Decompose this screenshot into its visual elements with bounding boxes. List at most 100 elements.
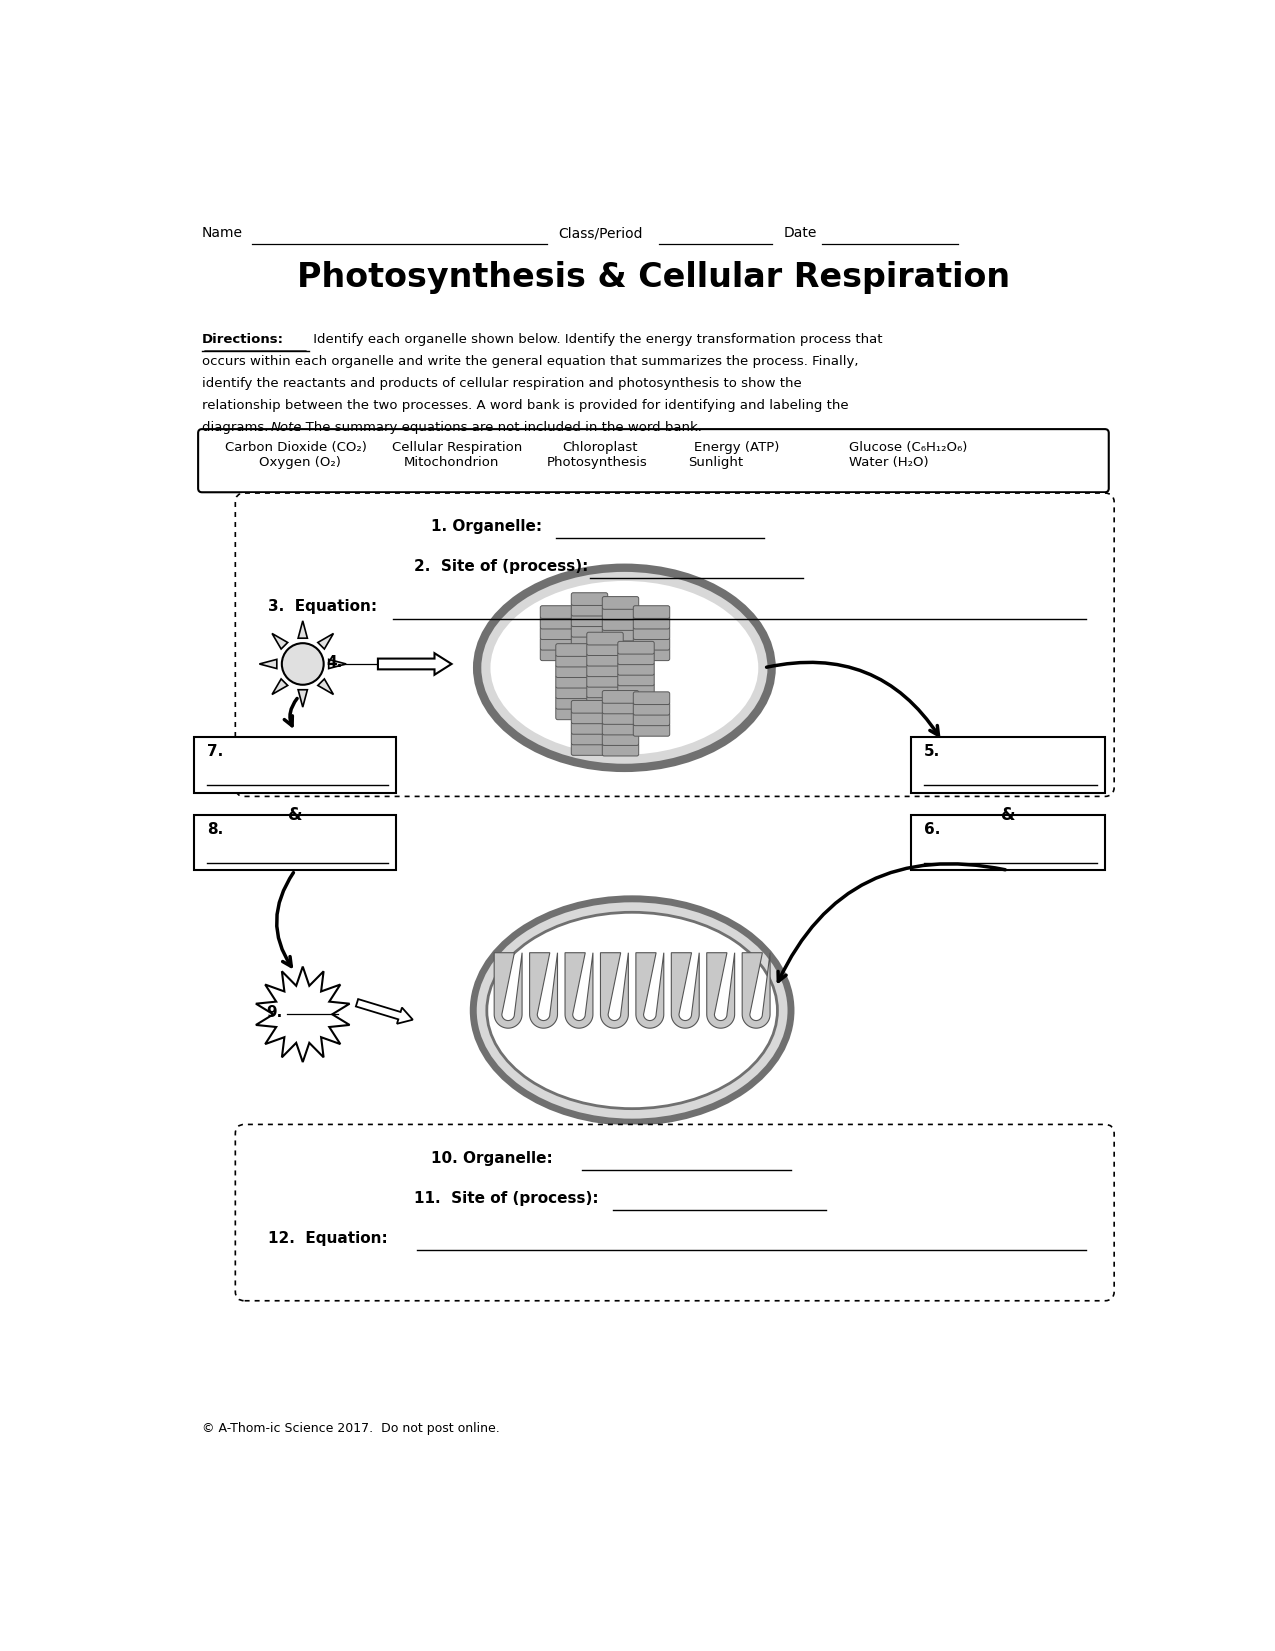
Text: Cellular Respiration: Cellular Respiration	[391, 441, 523, 454]
Polygon shape	[298, 621, 307, 639]
Text: Directions:: Directions:	[201, 334, 284, 345]
FancyBboxPatch shape	[571, 700, 608, 713]
Polygon shape	[529, 953, 557, 1029]
FancyBboxPatch shape	[556, 644, 592, 657]
FancyBboxPatch shape	[602, 596, 639, 609]
FancyBboxPatch shape	[541, 606, 576, 619]
Text: Date: Date	[783, 226, 816, 241]
FancyBboxPatch shape	[556, 697, 592, 710]
Text: Note: Note	[272, 421, 302, 434]
FancyBboxPatch shape	[236, 1124, 1114, 1301]
Ellipse shape	[492, 583, 757, 753]
Polygon shape	[259, 659, 277, 669]
FancyBboxPatch shape	[556, 707, 592, 720]
Text: Glucose (C₆H₁₂O₆): Glucose (C₆H₁₂O₆)	[849, 441, 968, 454]
FancyBboxPatch shape	[618, 705, 654, 718]
FancyBboxPatch shape	[236, 494, 1114, 796]
Text: Chloroplast: Chloroplast	[562, 441, 638, 454]
FancyBboxPatch shape	[198, 429, 1109, 492]
FancyBboxPatch shape	[571, 593, 608, 606]
Polygon shape	[272, 634, 288, 649]
Polygon shape	[742, 953, 770, 1029]
FancyBboxPatch shape	[618, 662, 654, 675]
Text: Carbon Dioxide (CO₂): Carbon Dioxide (CO₂)	[226, 441, 367, 454]
FancyArrowPatch shape	[284, 698, 297, 726]
Polygon shape	[565, 953, 593, 1029]
Polygon shape	[495, 953, 521, 1029]
Text: Photosynthesis: Photosynthesis	[547, 456, 648, 469]
FancyBboxPatch shape	[586, 707, 623, 718]
FancyBboxPatch shape	[556, 685, 592, 698]
Text: 3.  Equation:: 3. Equation:	[268, 599, 377, 614]
FancyBboxPatch shape	[634, 616, 669, 629]
FancyBboxPatch shape	[541, 647, 576, 660]
Polygon shape	[636, 953, 664, 1029]
Text: 8.: 8.	[208, 822, 223, 837]
FancyBboxPatch shape	[541, 637, 576, 650]
FancyBboxPatch shape	[571, 624, 608, 637]
FancyBboxPatch shape	[586, 664, 623, 677]
Text: Sunlight: Sunlight	[688, 456, 743, 469]
FancyBboxPatch shape	[634, 702, 669, 715]
Polygon shape	[272, 679, 288, 695]
FancyBboxPatch shape	[571, 721, 608, 735]
Text: diagrams.: diagrams.	[201, 421, 273, 434]
Polygon shape	[329, 659, 346, 669]
Text: &: &	[288, 806, 302, 824]
Text: Name: Name	[201, 226, 244, 241]
Text: 2.  Site of (process):: 2. Site of (process):	[413, 560, 588, 575]
Text: Photosynthesis & Cellular Respiration: Photosynthesis & Cellular Respiration	[297, 261, 1010, 294]
Polygon shape	[317, 634, 334, 649]
Text: Mitochondrion: Mitochondrion	[403, 456, 499, 469]
FancyBboxPatch shape	[541, 627, 576, 639]
Bar	[194, 736, 395, 792]
FancyArrow shape	[377, 654, 451, 675]
Text: : The summary equations are not included in the word bank.: : The summary equations are not included…	[297, 421, 703, 434]
FancyBboxPatch shape	[571, 603, 608, 616]
FancyBboxPatch shape	[634, 627, 669, 639]
Text: Water (H₂O): Water (H₂O)	[849, 456, 928, 469]
Ellipse shape	[487, 913, 778, 1108]
Text: 11.  Site of (process):: 11. Site of (process):	[413, 1190, 598, 1205]
FancyBboxPatch shape	[556, 665, 592, 677]
Bar	[912, 736, 1105, 792]
Text: relationship between the two processes. A word bank is provided for identifying : relationship between the two processes. …	[201, 398, 849, 411]
Text: 9.: 9.	[266, 1005, 283, 1020]
FancyBboxPatch shape	[618, 674, 654, 685]
Text: Oxygen (O₂): Oxygen (O₂)	[259, 456, 340, 469]
FancyBboxPatch shape	[634, 606, 669, 619]
Text: 4.: 4.	[326, 655, 342, 670]
FancyBboxPatch shape	[586, 654, 623, 665]
Polygon shape	[317, 679, 334, 695]
Ellipse shape	[473, 898, 790, 1123]
FancyBboxPatch shape	[556, 654, 592, 667]
FancyArrowPatch shape	[778, 863, 1005, 981]
FancyBboxPatch shape	[556, 675, 592, 688]
Text: 10. Organelle:: 10. Organelle:	[431, 1151, 552, 1166]
FancyBboxPatch shape	[602, 629, 639, 641]
Polygon shape	[298, 690, 307, 707]
FancyBboxPatch shape	[618, 684, 654, 697]
FancyBboxPatch shape	[586, 642, 623, 655]
Polygon shape	[256, 966, 349, 1062]
Ellipse shape	[477, 568, 771, 768]
FancyBboxPatch shape	[602, 639, 639, 652]
Ellipse shape	[282, 644, 324, 685]
Polygon shape	[601, 953, 629, 1029]
FancyArrowPatch shape	[766, 662, 938, 735]
FancyBboxPatch shape	[602, 702, 639, 713]
Text: &: &	[1001, 806, 1015, 824]
Bar	[912, 816, 1105, 870]
FancyBboxPatch shape	[602, 690, 639, 703]
Bar	[194, 816, 395, 870]
FancyBboxPatch shape	[602, 617, 639, 631]
FancyBboxPatch shape	[571, 712, 608, 723]
Polygon shape	[672, 953, 699, 1029]
FancyArrowPatch shape	[277, 873, 293, 966]
Text: Identify each organelle shown below. Identify the energy transformation process : Identify each organelle shown below. Ide…	[309, 334, 882, 345]
FancyBboxPatch shape	[571, 646, 608, 659]
FancyBboxPatch shape	[602, 712, 639, 725]
Text: 7.: 7.	[208, 745, 223, 759]
Text: 1. Organelle:: 1. Organelle:	[431, 518, 542, 535]
FancyBboxPatch shape	[586, 675, 623, 687]
